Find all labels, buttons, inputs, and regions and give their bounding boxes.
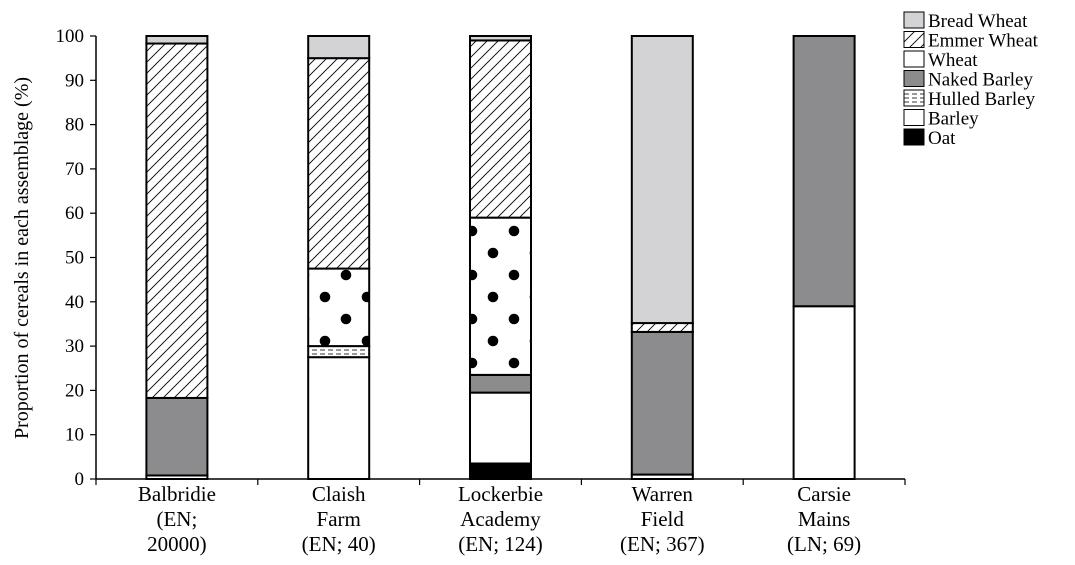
- legend-swatch-naked-barley: [903, 70, 925, 87]
- bar-lockerbie-naked-barley: [469, 373, 532, 394]
- bar-warren-bread-wheat: [630, 35, 694, 325]
- legend-swatch-emmer-wheat: [903, 31, 925, 48]
- y-tick-label-0: 0: [75, 469, 85, 490]
- legend-label-emmer-wheat: Emmer Wheat: [928, 31, 1039, 52]
- legend-swatch-barley: [903, 109, 925, 126]
- x-tick-label-balbridie: Balbridie (EN; 20000): [138, 482, 216, 556]
- legend-label-oat: Oat: [928, 128, 956, 149]
- legend-label-barley: Barley: [928, 109, 979, 130]
- x-tick-label-lockerbie: Lockerbie Academy (EN; 124): [458, 482, 543, 556]
- bar-lockerbie-emmer-wheat: [469, 39, 532, 219]
- y-tick-label-100: 100: [56, 26, 85, 47]
- y-tick-label-90: 90: [65, 70, 84, 91]
- bar-lockerbie-wheat: [469, 216, 532, 376]
- bar-lockerbie-barley: [469, 391, 532, 465]
- x-tick-label-claish: Claish Farm (EN; 40): [302, 482, 376, 556]
- bar-carsie-naked-barley: [792, 35, 856, 308]
- bar-claish-barley: [307, 356, 371, 480]
- y-tick-label-30: 30: [65, 336, 84, 357]
- bar-lockerbie-oat: [469, 462, 532, 480]
- bar-claish-wheat: [307, 267, 371, 348]
- bar-warren-emmer-wheat: [630, 322, 694, 333]
- y-tick-label-80: 80: [65, 115, 84, 136]
- bar-balbridie-emmer-wheat: [145, 42, 209, 399]
- legend-swatch-bread-wheat: [903, 11, 925, 29]
- y-axis-title: Proportion of cereals in each assemblage…: [11, 77, 33, 439]
- bar-balbridie-bread-wheat: [145, 35, 209, 45]
- y-tick-label-70: 70: [65, 159, 84, 180]
- legend-label-hulled-barley: Hulled Barley: [928, 89, 1036, 110]
- bar-warren-naked-barley: [630, 330, 694, 476]
- bar-claish-hulled-barley: [307, 345, 371, 359]
- bar-claish-emmer-wheat: [307, 57, 371, 270]
- legend-swatch-wheat: [903, 50, 925, 68]
- axes: Balbridie (EN; 20000) Claish Farm (EN; 40) Loc…: [56, 26, 906, 556]
- bar-carsie-barley: [792, 305, 856, 481]
- legend-label-bread-wheat: Bread Wheat: [928, 11, 1028, 32]
- x-tick-label-warren: Warren Field (EN; 367): [620, 482, 705, 556]
- bar-claish-bread-wheat: [307, 35, 371, 60]
- y-tick-label-50: 50: [65, 248, 84, 269]
- legend-label-naked-barley: Naked Barley: [928, 70, 1033, 91]
- y-tick-label-40: 40: [65, 292, 84, 313]
- bars: [145, 35, 856, 481]
- bar-balbridie-naked-barley: [145, 396, 209, 477]
- bar-lockerbie-bread-wheat: [469, 35, 532, 42]
- legend-swatch-hulled-barley: [903, 89, 925, 107]
- y-tick-label-60: 60: [65, 203, 84, 224]
- legend-label-wheat: Wheat: [928, 50, 978, 71]
- y-tick-label-20: 20: [65, 380, 84, 401]
- legend-swatch-oat: [903, 128, 925, 146]
- x-tick-label-carsie: Carsie Mains (LN; 69): [787, 482, 861, 556]
- y-tick-label-10: 10: [65, 425, 84, 446]
